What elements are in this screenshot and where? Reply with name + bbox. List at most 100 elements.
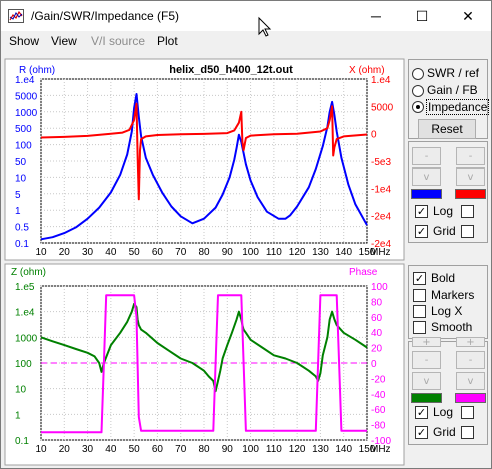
top-log2-checkbox[interactable] [461,205,474,218]
top-log-label: Log [433,204,454,218]
bottom-right-up-button[interactable]: - [456,351,485,369]
bottom-left-plus-button[interactable]: + [412,337,441,348]
top-log-checkbox[interactable]: ✓ [415,205,428,218]
bottom-left-down-button[interactable]: v [412,372,441,390]
menu-plot[interactable]: Plot [157,34,178,48]
left-tick-label: 1 [15,410,21,421]
top-grid-label: Grid [433,224,456,238]
bold-label: Bold [431,271,456,285]
radio-swr[interactable] [412,68,424,80]
left-tick-label: 1.e4 [15,308,35,319]
radio-swr-label: SWR / ref [427,66,480,80]
x-unit-label: MHz [370,444,391,455]
smooth-checkbox[interactable] [413,321,426,334]
top-right-down-button[interactable]: v [456,168,485,186]
bottom-grid-checkbox[interactable]: ✓ [415,426,428,439]
x-tick-label: 120 [289,444,306,455]
top-grid-checkbox[interactable]: ✓ [415,225,428,238]
x-tick-label: 70 [175,444,187,455]
right-tick-label: -60 [371,405,386,416]
x-tick-label: 50 [129,247,141,258]
menu-view[interactable]: View [51,34,77,48]
bottom-grid2-checkbox[interactable] [461,426,474,439]
right-tick-label: -100 [371,436,391,447]
menu-show[interactable]: Show [9,34,40,48]
x-tick-label: 30 [82,247,94,258]
top-grid2-checkbox[interactable] [461,225,474,238]
left-tick-label: 10 [15,173,27,184]
bottom-left-ticks: 1.e5 1.e4 1000 100 10 1 0.1 [15,282,38,447]
right-tick-label: 0 [371,130,377,141]
bottom-right-ticks: 100 80 60 40 20 0 -20 -40 -60 -80 -100 [371,282,391,447]
close-button[interactable]: ✕ [445,1,491,31]
top-right-up-button[interactable]: - [456,147,485,165]
down-icon: v [467,171,474,183]
left-tick-label: 0.1 [15,239,29,250]
left-tick-label: 5000 [15,91,38,102]
bottom-left-up-button[interactable]: - [412,351,441,369]
right-tick-label: 20 [371,344,383,355]
up-icon: - [468,150,473,162]
reset-button[interactable]: Reset [418,119,476,139]
radio-gain[interactable] [412,85,424,97]
bottom-log-checkbox[interactable]: ✓ [415,406,428,419]
title-bar[interactable]: /Gain/SWR/Impedance (F5) ─ ☐ ✕ [1,1,491,31]
x-tick-label: 20 [59,444,71,455]
down-icon: v [467,375,474,387]
top-left-axis-label: R (ohm) [19,65,55,76]
bottom-right-plus-button[interactable]: + [456,336,485,348]
left-tick-label: 1000 [15,108,38,119]
reset-label: Reset [431,122,463,136]
up-icon: - [424,150,429,162]
series-line-z [40,302,368,393]
left-tick-label: 0.5 [15,223,29,234]
mouse-cursor-icon [258,16,272,37]
markers-checkbox[interactable] [413,289,426,302]
maximize-button[interactable]: ☐ [399,1,445,31]
x-tick-label: 60 [152,247,164,258]
x-tick-label: 60 [152,444,164,455]
chart-app-icon [8,9,24,23]
top-left-down-button[interactable]: v [412,168,441,186]
bottom-right-down-button[interactable]: v [456,372,485,390]
right-tick-label: -1e4 [371,184,391,195]
minimize-button[interactable]: ─ [353,1,399,31]
menu-vi-source[interactable]: V/I source [91,34,146,48]
x-tick-label: 80 [198,247,210,258]
top-right-axis-label: X (ohm) [349,65,385,76]
top-grid [40,78,368,244]
right-tick-label: 5000 [371,102,394,113]
plus-icon: + [466,336,475,348]
bottom-right-color-swatch[interactable] [455,393,486,403]
x-tick-label: 150 [359,444,376,455]
x-tick-label: 80 [198,444,210,455]
left-tick-label: 10 [15,385,27,396]
bold-checkbox[interactable]: ✓ [413,272,426,285]
x-tick-label: 120 [289,247,306,258]
left-tick-label: 5 [15,190,21,201]
x-tick-label: 40 [105,247,117,258]
menu-bar: Show View V/I source Plot [1,31,491,52]
bottom-left-color-swatch[interactable] [411,393,442,403]
top-right-color-swatch[interactable] [455,189,486,199]
left-tick-label: 100 [15,359,32,370]
x-unit-label: MHz [370,247,391,258]
down-icon: v [423,375,430,387]
right-tick-label: -2e4 [371,239,391,250]
radio-impedance[interactable] [412,101,424,113]
bottom-series [40,294,368,434]
top-left-up-button[interactable]: - [412,147,441,165]
x-tick-label: 50 [129,444,141,455]
x-tick-label: 40 [105,444,117,455]
x-tick-label: 10 [35,247,47,258]
bottom-log2-checkbox[interactable] [461,406,474,419]
right-tick-label: 80 [371,297,383,308]
right-tick-label: 100 [371,282,388,293]
right-tick-label: -40 [371,390,386,401]
x-tick-label: 130 [312,247,329,258]
logx-checkbox[interactable] [413,305,426,318]
top-left-color-swatch[interactable] [411,189,442,199]
top-series [40,93,368,241]
